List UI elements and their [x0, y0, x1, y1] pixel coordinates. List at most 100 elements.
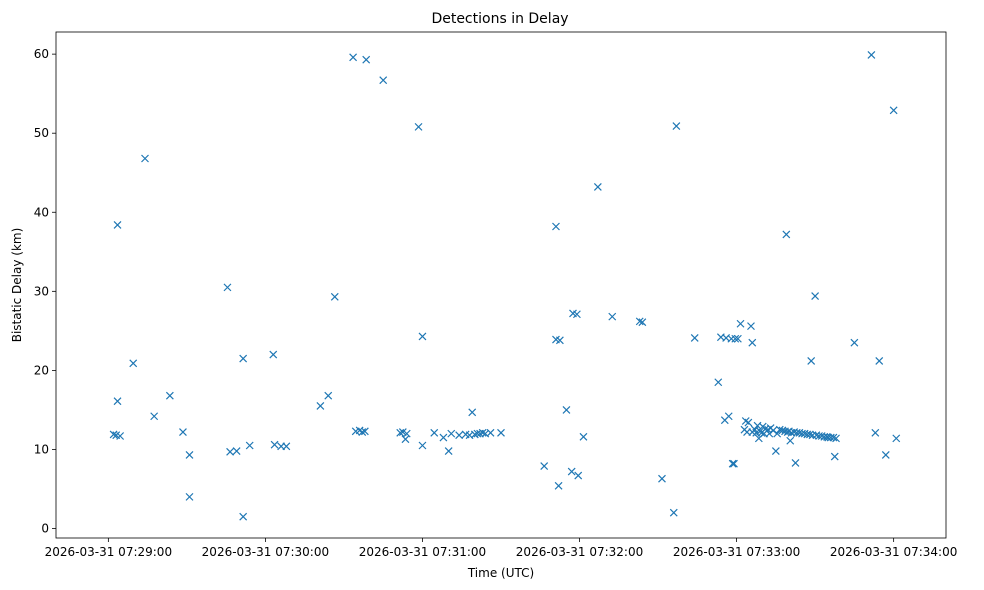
data-point: [185, 492, 194, 501]
data-point: [324, 391, 333, 400]
x-tick-label: 2026-03-31 07:34:00: [830, 545, 957, 559]
data-point: [748, 338, 757, 347]
data-point: [747, 322, 755, 331]
data-point: [223, 283, 232, 292]
data-point: [226, 447, 234, 456]
data-point: [775, 425, 784, 434]
x-axis-label: Time (UTC): [467, 566, 534, 580]
data-point: [658, 474, 666, 483]
data-point: [239, 354, 248, 363]
data-point: [730, 459, 738, 468]
data-point: [669, 508, 678, 517]
y-tick-label: 30: [34, 284, 49, 298]
data-point: [608, 312, 617, 321]
data-point: [579, 432, 588, 441]
data-point: [430, 428, 439, 437]
data-point: [871, 428, 880, 437]
data-point: [282, 442, 291, 451]
data-point: [116, 432, 125, 440]
data-point: [497, 428, 505, 437]
data-points: [109, 51, 901, 521]
y-tick-label: 40: [34, 205, 49, 219]
data-point: [782, 230, 791, 239]
y-axis-label: Bistatic Delay (km): [10, 228, 24, 343]
y-tick-label: 50: [34, 126, 49, 140]
x-tick-label: 2026-03-31 07:29:00: [45, 545, 172, 559]
data-point: [773, 429, 782, 438]
data-point: [360, 427, 369, 436]
data-point: [791, 458, 800, 467]
y-tick-label: 10: [34, 442, 49, 456]
data-point: [478, 428, 487, 437]
data-point: [593, 183, 602, 191]
y-tick-label: 0: [41, 522, 49, 536]
data-point: [744, 418, 753, 427]
plot-frame: [55, 31, 947, 539]
data-point: [330, 292, 339, 301]
data-point: [875, 356, 884, 365]
data-point: [807, 356, 816, 365]
data-point: [232, 447, 241, 455]
data-point: [141, 154, 149, 163]
data-point: [690, 334, 699, 342]
x-axis: 2026-03-31 07:29:00 2026-03-31 07:30:00 20…: [45, 538, 957, 559]
data-point: [109, 430, 118, 439]
data-point: [540, 462, 549, 470]
data-point: [881, 451, 890, 459]
data-point: [567, 467, 576, 476]
data-point: [728, 459, 737, 468]
data-point: [444, 447, 453, 455]
data-point: [379, 76, 388, 85]
data-point: [731, 334, 740, 343]
x-tick-label: 2026-03-31 07:32:00: [516, 545, 643, 559]
y-axis: 0 10 20 30 40 50 60: [34, 47, 56, 536]
data-point: [829, 433, 838, 442]
data-point: [447, 429, 456, 438]
data-point: [562, 405, 571, 414]
data-point: [418, 441, 427, 450]
data-point: [830, 452, 839, 461]
data-point: [714, 378, 723, 387]
data-point: [179, 428, 187, 436]
data-point: [396, 428, 405, 437]
data-point: [778, 426, 787, 435]
data-point: [572, 310, 581, 319]
data-point: [402, 429, 411, 438]
data-point: [165, 391, 174, 400]
data-point: [638, 318, 647, 327]
data-point: [185, 451, 194, 459]
data-point: [486, 428, 495, 437]
data-point: [245, 441, 254, 450]
data-point: [892, 434, 901, 443]
data-point: [439, 433, 448, 442]
data-point: [724, 412, 733, 421]
data-point: [805, 430, 814, 439]
data-point: [811, 292, 820, 300]
data-point: [414, 122, 423, 131]
data-point: [786, 436, 795, 445]
data-point: [316, 402, 325, 410]
data-point: [358, 428, 367, 436]
data-point: [150, 412, 159, 421]
data-point: [771, 447, 780, 455]
data-point: [270, 440, 279, 449]
data-point: [832, 434, 840, 443]
data-point: [554, 481, 563, 490]
data-point: [349, 53, 358, 62]
data-point: [552, 222, 560, 231]
data-point: [418, 332, 427, 341]
data-point: [889, 106, 898, 115]
data-point: [239, 512, 248, 521]
data-point: [850, 338, 859, 347]
x-tick-label: 2026-03-31 07:31:00: [359, 545, 486, 559]
data-point: [468, 408, 477, 417]
data-point: [113, 220, 122, 229]
y-tick-label: 60: [34, 47, 49, 61]
data-point: [129, 359, 138, 368]
x-tick-label: 2026-03-31 07:30:00: [202, 545, 329, 559]
x-tick-label: 2026-03-31 07:33:00: [673, 545, 800, 559]
data-point: [733, 334, 742, 343]
data-point: [455, 431, 464, 440]
plot-area: [56, 32, 946, 538]
